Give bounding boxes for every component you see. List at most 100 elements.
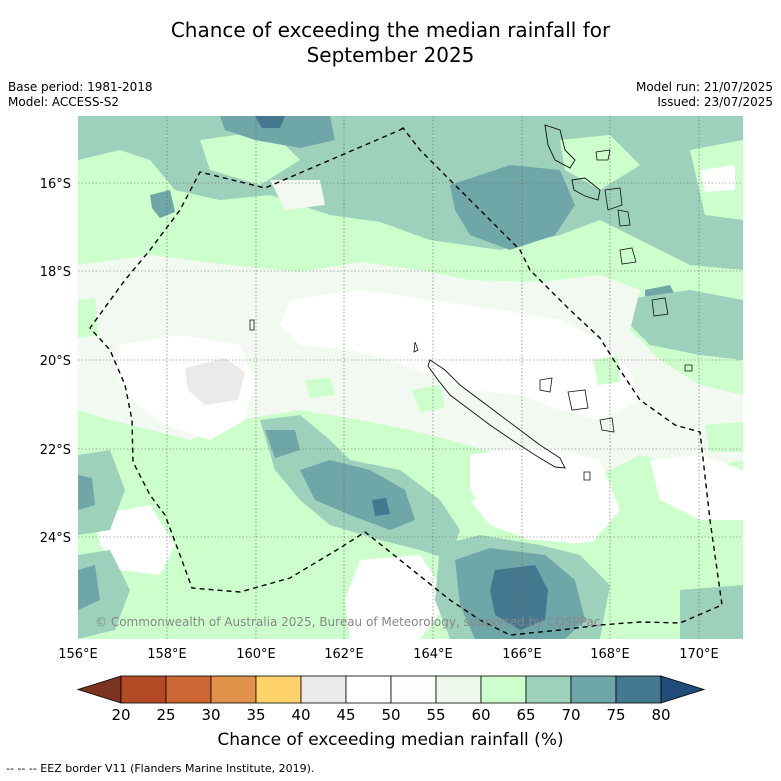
contour-60-patch-3 — [593, 356, 620, 385]
contour-70-top-2 — [450, 165, 575, 250]
colorbar-bin-45 — [345, 675, 392, 704]
cb-tick-40: 40 — [291, 706, 310, 724]
cb-tick-70: 70 — [561, 706, 580, 724]
contour-60-patch-4 — [78, 298, 98, 338]
vanuatu-island-3 — [617, 209, 631, 227]
map-title: Chance of exceeding the median rainfall … — [0, 18, 781, 68]
contour-45-grey — [185, 358, 245, 405]
contour-70-top-3 — [150, 190, 175, 218]
meta-right: Model run: 21/07/2025 Issued: 23/07/2025 — [636, 80, 773, 110]
cb-tick-25: 25 — [156, 706, 175, 724]
colorbar-bin-65 — [525, 675, 572, 704]
contour-60-patch-5 — [705, 422, 743, 452]
cb-tick-80: 80 — [651, 706, 670, 724]
cb-tick-75: 75 — [606, 706, 625, 724]
colorbar-extend-high — [660, 675, 706, 704]
island-small-1 — [413, 341, 419, 353]
lat-label-22s: 22°S — [40, 443, 71, 458]
cb-tick-55: 55 — [426, 706, 445, 724]
colorbar-bin-20 — [120, 675, 167, 704]
copyright-text: © Commonwealth of Australia 2025, Bureau… — [95, 615, 600, 629]
loyalty-islands-1 — [539, 377, 553, 393]
island-small-2 — [249, 319, 255, 331]
model-name: Model: ACCESS-S2 — [8, 95, 120, 109]
loyalty-islands-2 — [567, 389, 589, 411]
contour-60-hole-1 — [200, 130, 300, 185]
colorbar-ticks: 20 25 30 35 40 45 50 55 60 65 70 75 80 — [111, 706, 670, 724]
eez-border — [89, 127, 723, 636]
colorbar-title: Chance of exceeding median rainfall (%) — [217, 730, 564, 750]
lat-label-24s: 24°S — [40, 531, 71, 546]
contour-70-left — [78, 475, 95, 510]
vanuatu-island-1 — [595, 149, 611, 161]
vanuatu-malekula — [571, 177, 601, 201]
colorbar-bin-55 — [435, 675, 482, 704]
eez-footnote: -- -- -- EEZ border V11 (Flanders Marine… — [6, 762, 315, 775]
lon-label-166e: 166°E — [502, 647, 542, 662]
colorbar-bin-30 — [210, 675, 257, 704]
contour-50-top-right — [700, 165, 735, 192]
cb-tick-45: 45 — [336, 706, 355, 724]
contour-65-lower-right — [680, 585, 743, 639]
lon-label-170e: 170°E — [679, 647, 719, 662]
title-line-2: September 2025 — [306, 43, 475, 67]
colorbar-bin-25 — [165, 675, 212, 704]
contour-65-right — [620, 290, 743, 360]
contour-75-lower-1 — [490, 565, 548, 630]
island-small-3 — [583, 471, 591, 481]
cb-tick-35: 35 — [246, 706, 265, 724]
lon-label-158e: 158°E — [147, 647, 187, 662]
cb-tick-30: 30 — [201, 706, 220, 724]
contour-50-central — [280, 290, 640, 420]
new-caledonia-coastline — [427, 359, 566, 469]
lat-label-20s: 20°S — [40, 354, 71, 369]
latitude-labels: 16°S 18°S 20°S 22°S 24°S — [40, 177, 71, 546]
contour-50-lower-2 — [470, 495, 590, 540]
contour-60-hole-3 — [78, 190, 170, 245]
meta-left: Base period: 1981-2018 Model: ACCESS-S2 — [8, 80, 153, 110]
loyalty-islands-3 — [599, 417, 615, 433]
colorbar-bin-70 — [570, 675, 617, 704]
contour-70-top-1 — [220, 116, 335, 148]
contour-60-patch-2 — [305, 378, 335, 398]
contour-50-bottom-2 — [345, 555, 450, 639]
contour-60-patch-1 — [412, 385, 445, 412]
graticule — [78, 116, 743, 639]
colorbar-bin-60 — [480, 675, 527, 704]
base-period: Base period: 1981-2018 — [8, 80, 153, 94]
model-run: Model run: 21/07/2025 — [635, 80, 773, 94]
colorbar-bin-35 — [255, 675, 302, 704]
cb-tick-20: 20 — [111, 706, 130, 724]
colorbar-bin-50 — [390, 675, 437, 704]
colorbar-extend-low — [76, 675, 122, 704]
vanuatu-espiritu-santo — [544, 124, 576, 169]
cb-tick-60: 60 — [471, 706, 490, 724]
vanuatu-aneityum — [684, 364, 693, 372]
vanuatu-island-2 — [604, 187, 623, 211]
contour-70-lower-2 — [265, 430, 300, 458]
lon-label-160e: 160°E — [236, 647, 276, 662]
contour-50-lower-left — [95, 505, 175, 575]
lat-label-16s: 16°S — [40, 177, 71, 192]
lon-label-156e: 156°E — [58, 647, 98, 662]
cb-tick-50: 50 — [381, 706, 400, 724]
contour-65-left — [78, 450, 125, 535]
contour-70-lower-left — [78, 565, 100, 610]
rainfall-contours — [78, 116, 743, 639]
contour-50-right — [650, 455, 743, 520]
title-line-1: Chance of exceeding the median rainfall … — [170, 18, 611, 42]
longitude-labels: 156°E 158°E 160°E 162°E 164°E 166°E 168°… — [58, 647, 719, 662]
contour-75-lower-2 — [372, 498, 390, 516]
colorbar-bin-75 — [615, 675, 662, 704]
lon-label-162e: 162°E — [324, 647, 364, 662]
contour-55-top — [270, 180, 325, 210]
issued-date: Issued: 23/07/2025 — [657, 95, 773, 109]
contour-60-hole-2 — [560, 135, 640, 190]
colorbar-bin-40 — [300, 675, 347, 704]
lon-label-164e: 164°E — [413, 647, 453, 662]
vanuatu-efate — [619, 247, 637, 265]
contour-75-top — [255, 116, 285, 128]
lon-label-168e: 168°E — [590, 647, 630, 662]
vanuatu-tanna — [651, 297, 669, 317]
